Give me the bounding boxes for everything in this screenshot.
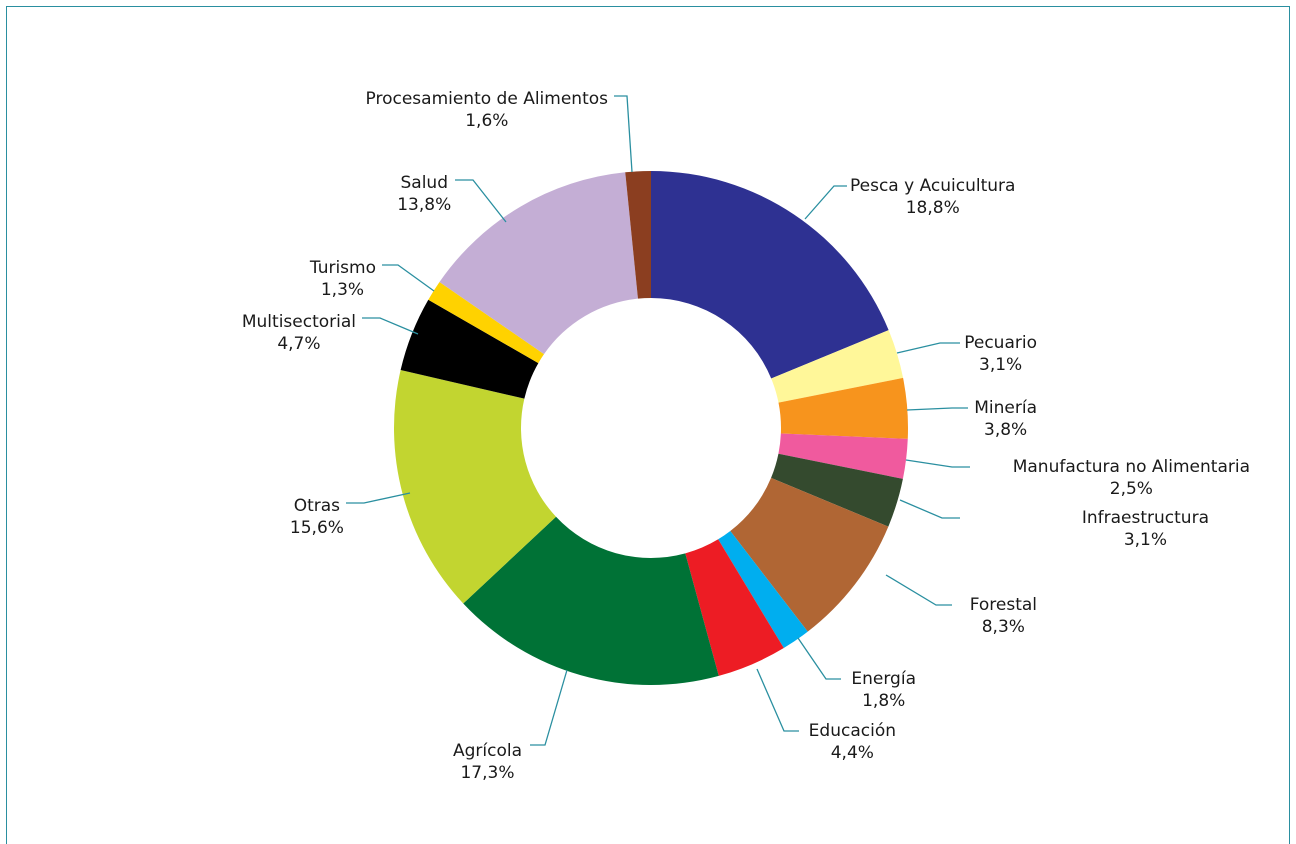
label-infraestructura: Infraestructura	[1082, 508, 1209, 528]
leader-line-otras	[346, 492, 411, 504]
leader-line-agricola	[530, 669, 568, 746]
slice-procesamiento-de-alimentos	[625, 171, 651, 299]
leader-line-pecuario	[896, 342, 960, 354]
slice-forestal	[730, 477, 889, 632]
slice-group	[394, 171, 908, 685]
value-otras: 15,6%	[290, 518, 344, 538]
leader-line-multisectorial	[362, 317, 419, 335]
slice-pesca-y-acuicultura	[651, 171, 889, 379]
chart-frame	[6, 6, 1290, 844]
value-procesamiento-de-alimentos: 1,6%	[465, 111, 508, 131]
value-educacion: 4,4%	[831, 743, 874, 763]
label-pecuario: Pecuario	[964, 333, 1037, 353]
label-procesamiento-de-alimentos: Procesamiento de Alimentos	[366, 89, 609, 109]
value-mineria: 3,8%	[984, 420, 1027, 440]
label-turismo: Turismo	[309, 258, 376, 278]
value-pesca-y-acuicultura: 18,8%	[906, 198, 960, 218]
value-agricola: 17,3%	[460, 763, 514, 783]
leader-line-group	[346, 95, 970, 746]
value-turismo: 1,3%	[321, 280, 364, 300]
label-manufactura-no-alimentaria: Manufactura no Alimentaria	[1013, 457, 1250, 477]
label-salud: Salud	[401, 173, 449, 193]
leader-line-mineria	[906, 407, 968, 411]
value-salud: 13,8%	[397, 195, 451, 215]
slice-turismo	[428, 282, 545, 364]
leader-line-turismo	[382, 264, 435, 292]
slice-agricola	[463, 516, 719, 685]
label-pesca-y-acuicultura: Pesca y Acuicultura	[850, 176, 1015, 196]
value-manufactura-no-alimentaria: 2,5%	[1110, 479, 1153, 499]
label-energia: Energía	[851, 669, 916, 689]
leader-line-educacion	[756, 668, 799, 732]
slice-multisectorial	[400, 299, 539, 399]
slice-otras	[394, 370, 557, 604]
value-multisectorial: 4,7%	[277, 334, 320, 354]
slice-pecuario	[771, 330, 904, 403]
label-otras: Otras	[294, 496, 340, 516]
leader-line-infraestructura	[899, 499, 960, 519]
slice-infraestructura	[771, 453, 903, 527]
value-infraestructura: 3,1%	[1124, 530, 1167, 550]
slice-mineria	[778, 377, 908, 439]
slice-energia	[718, 531, 808, 649]
slice-manufactura-no-alimentaria	[778, 433, 908, 479]
label-mineria: Minería	[974, 398, 1037, 418]
slice-educacion	[685, 539, 784, 676]
label-agricola: Agrícola	[453, 741, 522, 761]
label-educacion: Educación	[809, 721, 896, 741]
value-energia: 1,8%	[862, 691, 905, 711]
leader-line-forestal	[885, 574, 952, 606]
label-group: Pesca y Acuicultura18,8%Pecuario3,1%Mine…	[242, 89, 1250, 783]
label-multisectorial: Multisectorial	[242, 312, 356, 332]
slice-salud	[439, 172, 638, 355]
leader-line-pesca-y-acuicultura	[804, 185, 847, 220]
leader-line-manufactura-no-alimentaria	[905, 459, 970, 468]
leader-line-salud	[455, 179, 507, 223]
value-pecuario: 3,1%	[979, 355, 1022, 375]
label-forestal: Forestal	[970, 595, 1037, 615]
leader-line-energia	[797, 637, 841, 680]
leader-line-procesamiento-de-alimentos	[614, 95, 633, 173]
value-forestal: 8,3%	[982, 617, 1025, 637]
